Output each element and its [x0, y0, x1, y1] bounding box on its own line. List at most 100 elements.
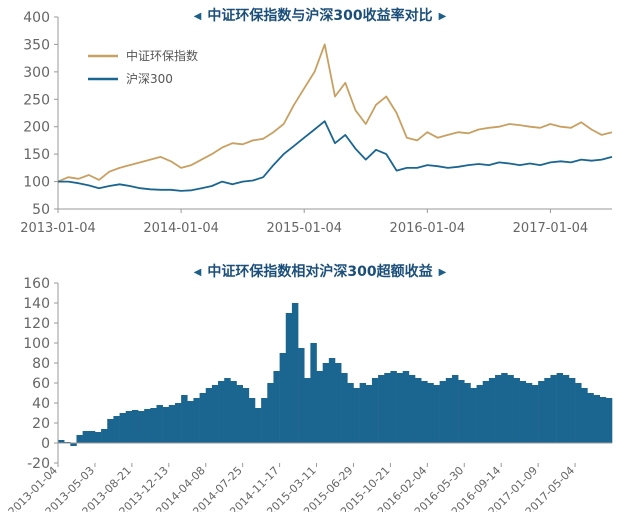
chart2-title-text: 中证环保指数相对沪深300超额收益: [207, 264, 433, 280]
bar: [248, 398, 256, 443]
bar: [402, 371, 410, 443]
bar: [218, 381, 225, 443]
bar: [464, 383, 471, 443]
bar: [408, 375, 416, 443]
bar: [119, 413, 127, 443]
bar: [544, 378, 551, 443]
bar: [82, 431, 90, 443]
triangle-right-icon: ▶: [438, 11, 447, 22]
bar: [205, 388, 213, 443]
y-tick-label: 40: [32, 396, 50, 412]
bar: [550, 375, 557, 443]
bar: [107, 419, 114, 443]
bar: [513, 378, 520, 443]
bar: [353, 388, 360, 443]
bar: [58, 440, 65, 443]
x-tick-label: 2013-01-04: [20, 221, 96, 236]
bar: [365, 385, 373, 443]
bar: [341, 373, 348, 443]
bar: [168, 405, 176, 443]
y-tick-label: 200: [23, 120, 50, 136]
y-tick-label: 400: [23, 10, 50, 26]
bar: [568, 378, 576, 443]
y-tick-label: 250: [23, 92, 50, 108]
bar: [605, 398, 613, 443]
bar: [101, 429, 108, 443]
bar: [193, 398, 200, 443]
bar: [316, 371, 323, 443]
y-tick-label: 150: [23, 147, 50, 163]
bar: [230, 381, 237, 443]
bar: [199, 393, 207, 443]
bar: [495, 375, 502, 443]
legend-label-0: 中证环保指数: [126, 48, 198, 63]
bar: [359, 383, 367, 443]
bar: [236, 385, 243, 443]
y-tick-label: 50: [32, 202, 50, 218]
bar: [242, 388, 250, 443]
chart1-title: ◀ 中证环保指数与沪深300收益率对比 ▶: [0, 6, 640, 26]
bar: [310, 343, 317, 443]
triangle-left-icon: ◀: [193, 11, 202, 22]
bar: [451, 375, 459, 443]
bar: [371, 378, 379, 443]
x-tick-label: 2016-01-04: [390, 221, 466, 236]
y-tick-label: 120: [23, 316, 50, 332]
y-tick-label: 60: [32, 376, 50, 392]
x-tick-label: 2017-01-04: [513, 221, 589, 236]
series-line-1: [58, 120, 613, 192]
series-line-0: [57, 43, 613, 183]
bar: [156, 405, 163, 443]
y-tick-label: 140: [23, 296, 50, 312]
bar: [538, 381, 545, 443]
bar: [261, 398, 268, 443]
x-tick-label: 2014-01-04: [143, 221, 219, 236]
y-tick-label: 350: [23, 37, 50, 53]
bar: [125, 411, 133, 443]
bar: [445, 378, 453, 443]
bar: [433, 385, 440, 443]
bar: [181, 395, 188, 443]
bar: [254, 408, 262, 443]
bar: [599, 397, 607, 443]
bar: [501, 373, 508, 443]
triangle-left-icon: ◀: [193, 267, 202, 278]
bar: [279, 353, 287, 443]
bar: [328, 358, 336, 443]
y-tick-label: 80: [32, 356, 50, 372]
bar: [525, 383, 533, 443]
bar: [390, 371, 397, 443]
bar: [285, 313, 293, 443]
bar: [298, 348, 305, 443]
bar: [458, 380, 465, 443]
bar: [211, 385, 219, 443]
bar: [593, 395, 600, 443]
chart2-title: ◀ 中证环保指数相对沪深300超额收益 ▶: [0, 262, 640, 282]
bar: [378, 375, 385, 443]
bar: [70, 443, 77, 446]
bar: [150, 408, 157, 443]
bar: [267, 383, 274, 443]
triangle-right-icon: ▶: [438, 267, 447, 278]
bar: [439, 381, 447, 443]
y-tick-label: 0: [41, 436, 50, 452]
bar: [273, 371, 280, 443]
bar: [581, 388, 588, 443]
legend-label-1: 沪深300: [126, 72, 173, 86]
bar: [470, 388, 477, 443]
bar: [482, 381, 490, 443]
bar: [187, 401, 194, 443]
bar: [162, 407, 170, 443]
chart1-title-text: 中证环保指数与沪深300收益率对比: [207, 8, 433, 24]
bar: [415, 378, 422, 443]
bar: [575, 383, 582, 443]
y-tick-label: 300: [23, 65, 50, 81]
y-tick-label: 100: [23, 175, 50, 191]
bar: [556, 373, 564, 443]
bar: [94, 432, 102, 443]
bar: [396, 373, 404, 443]
y-tick-label: -20: [27, 456, 50, 472]
bar-chart: -200204060801001201401602013-01-042013-0…: [6, 276, 613, 512]
bar: [304, 378, 311, 443]
y-tick-label: 100: [23, 336, 50, 352]
